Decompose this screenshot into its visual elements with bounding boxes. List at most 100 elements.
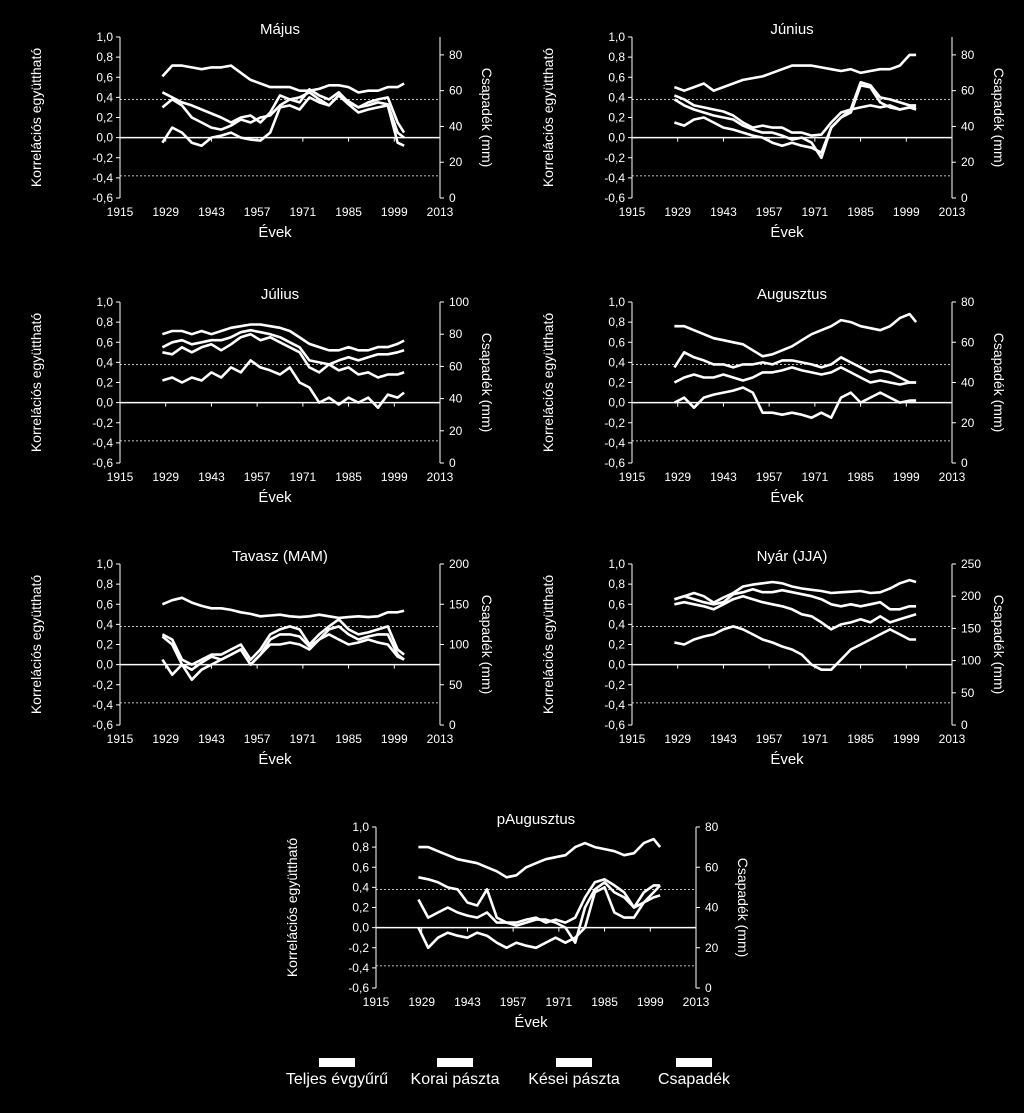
y-tick-label: -0,2 xyxy=(92,416,113,430)
series-line-csapad-k xyxy=(161,323,405,352)
chart-title: Augusztus xyxy=(757,286,827,303)
y-axis-title: Korrelációs együttható xyxy=(540,313,556,453)
y2-tick-label: 20 xyxy=(705,941,719,955)
x-tick-label: 1999 xyxy=(893,470,920,484)
x-tick-label: 1971 xyxy=(290,732,317,746)
series-line-korai-p-szta xyxy=(161,625,405,671)
x-tick-label: 1943 xyxy=(710,205,737,219)
x-tick-label: 1915 xyxy=(619,470,646,484)
chart-title: Július xyxy=(261,286,299,303)
legend-swatch xyxy=(556,1058,592,1067)
y-tick-label: 0,4 xyxy=(608,355,625,369)
panel-paugusztus: pAugusztus -0,6 -0,4 -0,2 0,0 0,2 0,4 0,6 0,8 1,0… xyxy=(256,790,768,1055)
x-axis-title: Évek xyxy=(258,224,292,241)
y-tick-label: 0,2 xyxy=(608,111,625,125)
y2-tick-label: 60 xyxy=(705,860,719,874)
x-tick-label: 1915 xyxy=(363,995,390,1009)
y-tick-label: 0,8 xyxy=(608,315,625,329)
x-tick-label: 1957 xyxy=(244,732,271,746)
legend-swatch xyxy=(437,1058,473,1067)
panel-majus: Május -0,6 -0,4 -0,2 0,0 0,2 0,4 0,6 0,8 1,0 0 20 40… xyxy=(0,0,512,265)
y-tick-label: -0,4 xyxy=(348,961,369,975)
y-tick-label: -0,4 xyxy=(92,436,113,450)
y2-axis-title: Csapadék (mm) xyxy=(479,595,495,695)
x-tick-label: 2013 xyxy=(427,205,454,219)
x-tick-label: 2013 xyxy=(427,470,454,484)
series-line-korai-p-szta xyxy=(673,366,917,386)
y2-tick-label: 250 xyxy=(961,557,981,571)
x-tick-label: 1999 xyxy=(893,205,920,219)
y2-tick-label: 0 xyxy=(449,456,456,470)
y-tick-label: 0,2 xyxy=(96,376,113,390)
x-tick-label: 1971 xyxy=(290,470,317,484)
chart-title: Nyár (JJA) xyxy=(757,548,828,565)
y2-tick-label: 0 xyxy=(449,191,456,205)
y2-tick-label: 200 xyxy=(449,557,469,571)
y-tick-label: 0,0 xyxy=(608,658,625,672)
y2-axis-title: Csapadék (mm) xyxy=(991,333,1007,433)
series-line-k-sei-p-szta xyxy=(161,94,405,147)
chart-title: Tavasz (MAM) xyxy=(232,548,328,565)
y-tick-label: -0,4 xyxy=(92,171,113,185)
chart-svg: Augusztus -0,6 -0,4 -0,2 0,0 0,2 0,4 0,6 0,8 1,0 0… xyxy=(540,286,1007,506)
x-tick-label: 1985 xyxy=(847,470,874,484)
y-axis-title: Korrelációs együttható xyxy=(28,48,44,188)
series-line-csapad-k xyxy=(673,53,917,92)
x-axis-title: Évek xyxy=(514,1014,548,1031)
y2-tick-label: 100 xyxy=(449,295,469,309)
series-line-korai-p-szta xyxy=(673,84,917,160)
series-line-teljes-vgy-r xyxy=(161,618,405,666)
y2-axis-title: Csapadék (mm) xyxy=(479,333,495,433)
y-tick-label: -0,4 xyxy=(92,698,113,712)
series-line-k-sei-p-szta xyxy=(417,886,661,950)
y-tick-label: 0,4 xyxy=(608,617,625,631)
y-tick-label: 0,2 xyxy=(96,111,113,125)
y-tick-label: -0,2 xyxy=(92,151,113,165)
y-tick-label: 0,8 xyxy=(608,50,625,64)
x-tick-label: 1943 xyxy=(198,732,225,746)
chart-title: Május xyxy=(260,21,300,38)
y-tick-label: -0,2 xyxy=(604,151,625,165)
chart-svg: Június -0,6 -0,4 -0,2 0,0 0,2 0,4 0,6 0,8 1,0 0 20 4… xyxy=(540,21,1007,241)
x-tick-label: 2013 xyxy=(683,995,710,1009)
x-tick-label: 1915 xyxy=(619,732,646,746)
x-tick-label: 1985 xyxy=(335,470,362,484)
x-tick-label: 1915 xyxy=(107,470,134,484)
series-line-teljes-vgy-r xyxy=(674,587,917,611)
x-axis-title: Évek xyxy=(770,489,804,506)
y-tick-label: 1,0 xyxy=(352,820,369,834)
y-tick-label: -0,6 xyxy=(92,456,113,470)
y-tick-label: -0,6 xyxy=(348,981,369,995)
y2-tick-label: 0 xyxy=(961,456,968,470)
y-tick-label: 0,4 xyxy=(96,355,113,369)
y-tick-label: 0,0 xyxy=(352,921,369,935)
series-line-korai-p-szta xyxy=(674,594,917,631)
x-tick-label: 1943 xyxy=(710,732,737,746)
x-tick-label: 1915 xyxy=(107,732,134,746)
series-line-teljes-vgy-r xyxy=(418,876,661,924)
y-tick-label: 0,4 xyxy=(608,90,625,104)
y-tick-label: 0,6 xyxy=(608,335,625,349)
series-line-k-sei-p-szta xyxy=(161,633,405,681)
y-tick-label: 0,0 xyxy=(96,131,113,145)
y2-axis-title: Csapadék (mm) xyxy=(479,68,495,168)
y-tick-label: 0,6 xyxy=(96,597,113,611)
legend-item: Kései pászta xyxy=(499,1050,649,1089)
x-tick-label: 1985 xyxy=(335,205,362,219)
y-tick-label: -0,2 xyxy=(604,416,625,430)
y2-tick-label: 150 xyxy=(449,597,469,611)
y-tick-label: 0,6 xyxy=(352,860,369,874)
y-tick-label: 0,6 xyxy=(96,335,113,349)
x-axis-title: Évek xyxy=(258,489,292,506)
y2-tick-label: 50 xyxy=(961,686,975,700)
y-tick-label: 0,0 xyxy=(96,658,113,672)
legend-label: Teljes évgyűrű xyxy=(285,1071,389,1088)
x-tick-label: 1929 xyxy=(664,732,691,746)
chart-svg: Május -0,6 -0,4 -0,2 0,0 0,2 0,4 0,6 0,8 1,0 0 20 40… xyxy=(28,21,495,241)
series-line-csapad-k xyxy=(673,578,917,604)
x-tick-label: 1985 xyxy=(847,732,874,746)
x-tick-label: 1943 xyxy=(198,470,225,484)
x-tick-label: 1915 xyxy=(619,205,646,219)
y2-tick-label: 50 xyxy=(449,678,463,692)
